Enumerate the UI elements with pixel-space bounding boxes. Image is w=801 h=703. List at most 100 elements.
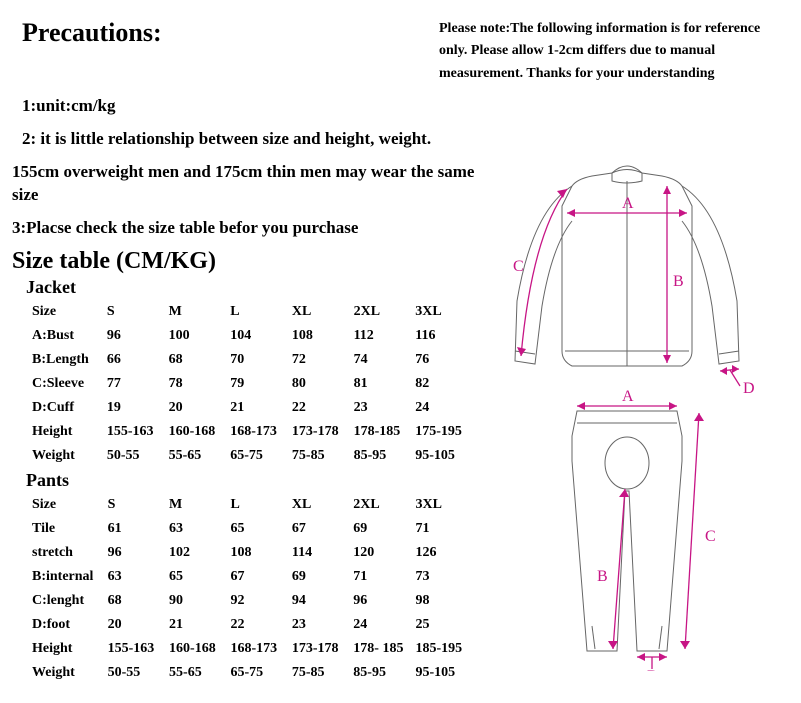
cell-value: 160-168 [169,420,231,444]
cell-value: 173-178 [292,420,354,444]
cell-value: 175-195 [415,420,477,444]
cell-value: 79 [230,372,292,396]
cell-value: 90 [169,589,230,613]
cell-value: 21 [169,613,230,637]
precaution-1: 1:unit:cm/kg [22,95,779,118]
cell-value: 65 [169,565,230,589]
row-label: A:Bust [32,324,107,348]
cell-value: 69 [353,517,415,541]
cell-value: 92 [230,589,291,613]
col-header: 3XL [416,493,477,517]
cell-value: 74 [354,348,416,372]
cell-value: 73 [416,565,477,589]
cell-value: 82 [415,372,477,396]
cell-value: 95-105 [415,444,477,468]
cell-value: 66 [107,348,169,372]
row-label: B:internal [32,565,108,589]
cell-value: 24 [415,396,477,420]
cell-value: 76 [415,348,477,372]
cell-value: 75-85 [292,661,353,685]
cell-value: 95-105 [416,661,477,685]
cell-value: 72 [292,348,354,372]
cell-value: 168-173 [230,637,291,661]
jacket-table: Size S M L XL 2XL 3XL A:Bust961001041081… [32,300,477,468]
cell-value: 21 [230,396,292,420]
size-tables: 155cm overweight men and 175cm thin men … [22,151,477,685]
svg-text:B: B [597,568,608,585]
cell-value: 85-95 [353,661,415,685]
cell-value: 65-75 [230,661,291,685]
cell-value: 85-95 [354,444,416,468]
cell-value: 75-85 [292,444,354,468]
row-label: Height [32,420,107,444]
col-header: 3XL [415,300,477,324]
cell-value: 69 [292,565,353,589]
cell-value: 96 [108,541,169,565]
svg-text:C: C [513,258,524,275]
cell-value: 71 [353,565,415,589]
cell-value: 81 [354,372,416,396]
cell-value: 98 [416,589,477,613]
svg-text:C: C [705,528,716,545]
cell-value: 96 [353,589,415,613]
precaution-2a: 2: it is little relationship between siz… [22,128,779,151]
cell-value: 50-55 [108,661,169,685]
cell-value: 185-195 [416,637,477,661]
cell-value: 22 [292,396,354,420]
row-label: D:Cuff [32,396,107,420]
cell-value: 126 [416,541,477,565]
cell-value: 24 [353,613,415,637]
pants-table: Size S M L XL 2XL 3XL Tile616365676971st… [32,493,477,685]
cell-value: 63 [108,565,169,589]
cell-value: 155-163 [108,637,169,661]
cell-value: 68 [108,589,169,613]
cell-value: 67 [292,517,353,541]
please-note-text: Please note:The following information is… [439,18,779,85]
table-row: Height155-163160-168168-173173-178178- 1… [32,637,477,661]
jacket-heading: Jacket [26,277,477,298]
cell-value: 19 [107,396,169,420]
cell-value: 116 [415,324,477,348]
cell-value: 94 [292,589,353,613]
size-diagram: A B C D [477,151,779,671]
table-row: C:lenght689092949698 [32,589,477,613]
cell-value: 178- 185 [353,637,415,661]
cell-value: 61 [108,517,169,541]
col-header: 2XL [353,493,415,517]
precaution-3: 3:Placse check the size table befor you … [12,217,477,240]
cell-value: 160-168 [169,637,230,661]
cell-value: 65 [230,517,291,541]
col-header: M [169,493,230,517]
svg-text:B: B [673,273,684,290]
svg-text:A: A [622,195,634,212]
row-label: C:lenght [32,589,108,613]
col-header: L [230,493,291,517]
cell-value: 71 [416,517,477,541]
table-row: A:Bust96100104108112116 [32,324,477,348]
cell-value: 67 [230,565,291,589]
cell-value: 63 [169,517,230,541]
cell-value: 70 [230,348,292,372]
cell-value: 68 [169,348,231,372]
row-label: B:Length [32,348,107,372]
col-header: M [169,300,231,324]
table-row: B:Length666870727476 [32,348,477,372]
pants-heading: Pants [26,470,477,491]
table-row: D:Cuff192021222324 [32,396,477,420]
cell-value: 50-55 [107,444,169,468]
cell-value: 80 [292,372,354,396]
cell-value: 77 [107,372,169,396]
svg-text:D: D [647,668,659,671]
cell-value: 55-65 [169,444,231,468]
row-label: Height [32,637,108,661]
cell-value: 168-173 [230,420,292,444]
cell-value: 112 [354,324,416,348]
cell-value: 108 [292,324,354,348]
row-label: Tile [32,517,108,541]
cell-value: 78 [169,372,231,396]
table-row: Height155-163160-168168-173173-178178-18… [32,420,477,444]
col-header: 2XL [354,300,416,324]
table-row: D:foot202122232425 [32,613,477,637]
col-header: Size [32,300,107,324]
col-header: S [107,300,169,324]
